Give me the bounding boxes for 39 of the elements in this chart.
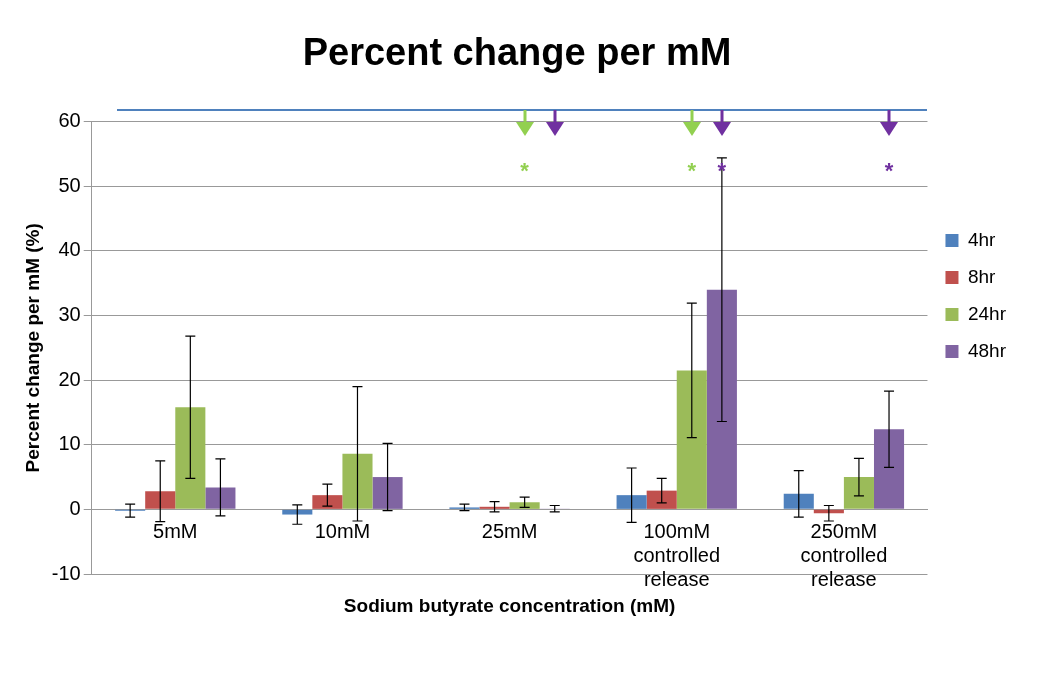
legend-label: 24hr — [967, 302, 1007, 324]
bar — [706, 289, 737, 509]
bar — [175, 407, 206, 509]
y-tick-label: 10 — [58, 432, 81, 455]
annotation: * — [687, 157, 697, 183]
y-tick-label: 40 — [58, 238, 81, 261]
x-tick-label: 25mM — [481, 519, 538, 542]
bar — [205, 487, 236, 509]
bar — [342, 453, 373, 509]
bar — [676, 370, 707, 509]
bar — [843, 477, 874, 509]
y-tick-label: 20 — [58, 367, 81, 390]
y-tick-label: 30 — [58, 303, 81, 325]
bar — [372, 477, 403, 509]
bar — [282, 509, 313, 515]
x-tick-label: 100mM controlled release — [633, 519, 721, 590]
bar — [616, 495, 647, 509]
legend-label: 4hr — [967, 228, 997, 250]
y-tick-label: 50 — [58, 173, 81, 196]
x-tick-label: 10mM — [314, 519, 371, 542]
y-tick-label: 0 — [69, 496, 81, 519]
bar — [509, 502, 540, 509]
chart-title: Percent change per mM — [302, 31, 732, 74]
x-tick-label: 250mM controlled release — [800, 519, 888, 590]
bar — [145, 491, 176, 509]
bar — [479, 506, 510, 509]
y-axis-title: Percent change per mM (%) — [21, 223, 43, 473]
y-tick-label: -10 — [51, 561, 81, 584]
annotation: * — [520, 157, 530, 183]
bar — [646, 490, 677, 509]
y-tick-label: 60 — [58, 109, 81, 132]
bar — [312, 495, 343, 509]
annotation: * — [884, 157, 894, 183]
x-tick-label: 5mM — [153, 519, 198, 542]
x-axis-title: Sodium butyrate concentration (mM) — [343, 595, 676, 617]
bar — [783, 493, 814, 509]
legend-label: 48hr — [967, 339, 1007, 361]
bar — [873, 429, 905, 509]
legend-label: 8hr — [967, 265, 997, 287]
